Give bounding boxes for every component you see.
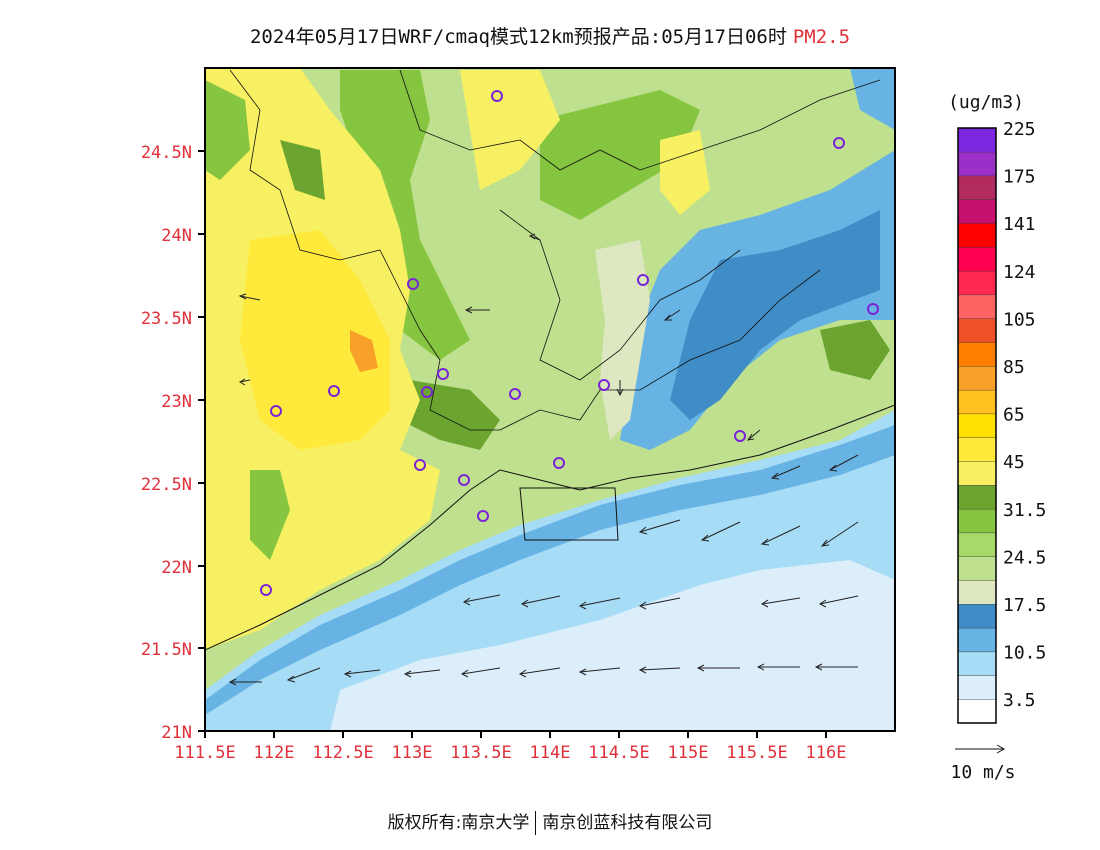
x-tick-114e: 114E xyxy=(530,743,571,763)
wind-legend-label: 10 m/s xyxy=(950,762,1015,783)
y-tick-21n: 21N xyxy=(161,723,192,743)
wind-vectors xyxy=(228,233,859,686)
higher-pm-core xyxy=(240,230,390,450)
coastal-band xyxy=(205,425,895,715)
colorbar-labels: 3.5 10.5 17.5 24.5 31.5 45 65 85 105 124 141 175 225 xyxy=(1003,119,1046,711)
green-island-c xyxy=(205,80,250,180)
colorbar-label: 175 xyxy=(1003,167,1036,188)
y-tick-23-5n: 23.5N xyxy=(141,309,192,329)
footer-divider xyxy=(535,811,537,835)
copyright-footer: 版权所有:南京大学 南京创蓝科技有限公司 xyxy=(0,808,1100,835)
coastline xyxy=(205,404,895,651)
clean-ocean-area xyxy=(330,560,895,731)
hong-kong-box xyxy=(519,487,619,541)
colorbar-cell xyxy=(957,580,997,605)
colorbar-label: 225 xyxy=(1003,119,1036,140)
y-tick-24-5n: 24.5N xyxy=(141,143,192,163)
y-tick-24n: 24N xyxy=(161,226,192,246)
x-tick-113-5e: 113.5E xyxy=(450,743,511,763)
green-patch-4 xyxy=(820,320,890,380)
copyright-left: 版权所有:南京大学 xyxy=(387,813,530,833)
colorbar-cell xyxy=(957,437,997,462)
colorbar-frame xyxy=(957,127,997,724)
y-tick-21-5n: 21.5N xyxy=(141,640,192,660)
colorbar-cell xyxy=(957,199,997,224)
colorbar-label: 65 xyxy=(1003,405,1025,426)
colorbar-unit: (ug/m3) xyxy=(948,92,1024,113)
colorbar-cell xyxy=(957,127,997,153)
colorbar-cell xyxy=(957,175,997,200)
copyright-right: 南京创蓝科技有限公司 xyxy=(542,813,713,833)
northeast-blue-corner xyxy=(850,68,895,130)
x-tick-111-5e: 111.5E xyxy=(174,743,235,763)
green-island-a xyxy=(250,470,290,560)
colorbar-label: 124 xyxy=(1003,262,1036,283)
colorbar-cell xyxy=(957,651,997,676)
colorbar-cell xyxy=(957,246,997,272)
colorbar-cell xyxy=(957,151,997,177)
y-axis: 21N 21.5N 22N 22.5N 23N 23.5N 24N 24.5N xyxy=(141,143,205,743)
wind-legend-arrowhead xyxy=(996,744,1006,754)
colorbar-cells xyxy=(957,127,997,724)
colorbar-cell xyxy=(957,675,997,700)
x-tick-112e: 112E xyxy=(254,743,295,763)
province-border-2 xyxy=(399,69,881,171)
x-tick-113e: 113E xyxy=(392,743,433,763)
colorbar-cell xyxy=(957,270,997,296)
y-tick-22-5n: 22.5N xyxy=(141,475,192,495)
x-tick-115e: 115E xyxy=(668,743,709,763)
colorbar-cell xyxy=(957,389,997,415)
colorbar-cell xyxy=(957,365,997,391)
colorbar-cell xyxy=(957,484,997,510)
lowest-pm-east-zone xyxy=(670,210,880,420)
species-label: PM2.5 xyxy=(792,26,851,48)
x-tick-112-5e: 112.5E xyxy=(312,743,373,763)
colorbar-label: 85 xyxy=(1003,357,1025,378)
x-tick-116e: 116E xyxy=(806,743,847,763)
green-patch-1 xyxy=(340,70,470,360)
colorbar-cell xyxy=(957,627,997,653)
province-border-1 xyxy=(229,69,821,431)
colorbar-cell xyxy=(957,699,997,724)
colorbar-label: 17.5 xyxy=(1003,595,1046,616)
colorbar-cell xyxy=(957,318,997,343)
colorbar-label: 105 xyxy=(1003,309,1036,330)
colorbar-cell xyxy=(957,222,997,248)
wind-legend: 10 m/s xyxy=(950,744,1016,783)
province-border-3 xyxy=(499,209,741,381)
station-markers xyxy=(260,90,879,596)
y-tick-22n: 22N xyxy=(161,558,192,578)
title-text: 2024年05月17日WRF/cmaq模式12km预报产品:05月17日06时 xyxy=(249,26,787,48)
pm-hotspot xyxy=(350,330,378,372)
map-title: 2024年05月17日WRF/cmaq模式12km预报产品:05月17日06时 P… xyxy=(0,22,1100,49)
pm25-concentration-field xyxy=(205,68,895,731)
colorbar-label: 45 xyxy=(1003,452,1025,473)
green-patch-2 xyxy=(540,90,700,220)
colorbar-cell xyxy=(957,532,997,557)
colorbar: (ug/m3) 3.5 10.5 17.5 24.5 31.5 45 65 85 105 124 1… xyxy=(948,92,1046,724)
x-tick-114-5e: 114.5E xyxy=(588,743,649,763)
colorbar-cell xyxy=(957,556,997,581)
x-tick-115-5e: 115.5E xyxy=(726,743,787,763)
colorbar-label: 24.5 xyxy=(1003,547,1046,568)
colorbar-cell xyxy=(957,461,997,486)
colorbar-label: 3.5 xyxy=(1003,690,1036,711)
yellow-patch-north xyxy=(460,70,560,190)
colorbar-cell xyxy=(957,294,997,319)
green-island-b xyxy=(280,140,325,200)
x-axis: 111.5E 112E 112.5E 113E 113.5E 114E 114.… xyxy=(174,731,846,763)
colorbar-cell xyxy=(957,603,997,629)
colorbar-label: 10.5 xyxy=(1003,643,1046,664)
colorbar-label: 141 xyxy=(1003,214,1036,235)
colorbar-cell xyxy=(957,508,997,534)
colorbar-cell xyxy=(957,413,997,438)
colorbar-cell xyxy=(957,342,997,367)
colorbar-label: 31.5 xyxy=(1003,500,1046,521)
y-tick-23n: 23N xyxy=(161,392,192,412)
